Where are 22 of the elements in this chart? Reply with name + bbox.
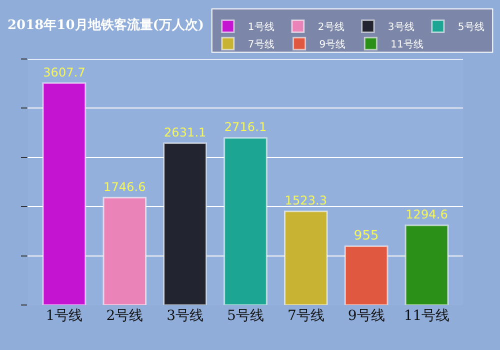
data-label: 955: [354, 228, 379, 244]
legend-label: 5号线: [458, 21, 484, 34]
data-label: 3607.7: [43, 65, 86, 80]
data-label: 1294.6: [406, 208, 448, 222]
legend-label: 1号线: [248, 21, 274, 34]
data-label: 2716.1: [224, 120, 267, 134]
x-tick-label: 11号线: [404, 308, 450, 324]
legend-label: 2号线: [318, 21, 344, 34]
x-tick-label: 2号线: [106, 308, 144, 324]
data-label: 1523.3: [284, 194, 328, 208]
x-tick-label: 9号线: [348, 308, 385, 324]
x-tick-label: 3号线: [166, 308, 204, 324]
data-label: 2631.1: [164, 125, 206, 140]
legend-label: 3号线: [388, 21, 414, 34]
legend-label: 11号线: [390, 38, 424, 50]
data-label: 1746.6: [104, 180, 146, 194]
chart-title: 2018年10月地铁客流量(万人次): [8, 17, 204, 34]
x-tick-label: 7号线: [287, 308, 324, 324]
legend-label: 9号线: [319, 38, 346, 50]
x-tick-label: 5号线: [227, 308, 264, 324]
legend-label: 7号线: [248, 38, 274, 50]
x-tick-label: 1号线: [46, 308, 83, 324]
